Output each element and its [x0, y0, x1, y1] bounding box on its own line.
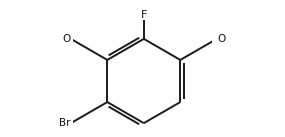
Text: O: O	[62, 34, 70, 44]
Text: F: F	[141, 10, 147, 20]
Text: O: O	[217, 34, 226, 44]
Text: Br: Br	[59, 118, 70, 128]
